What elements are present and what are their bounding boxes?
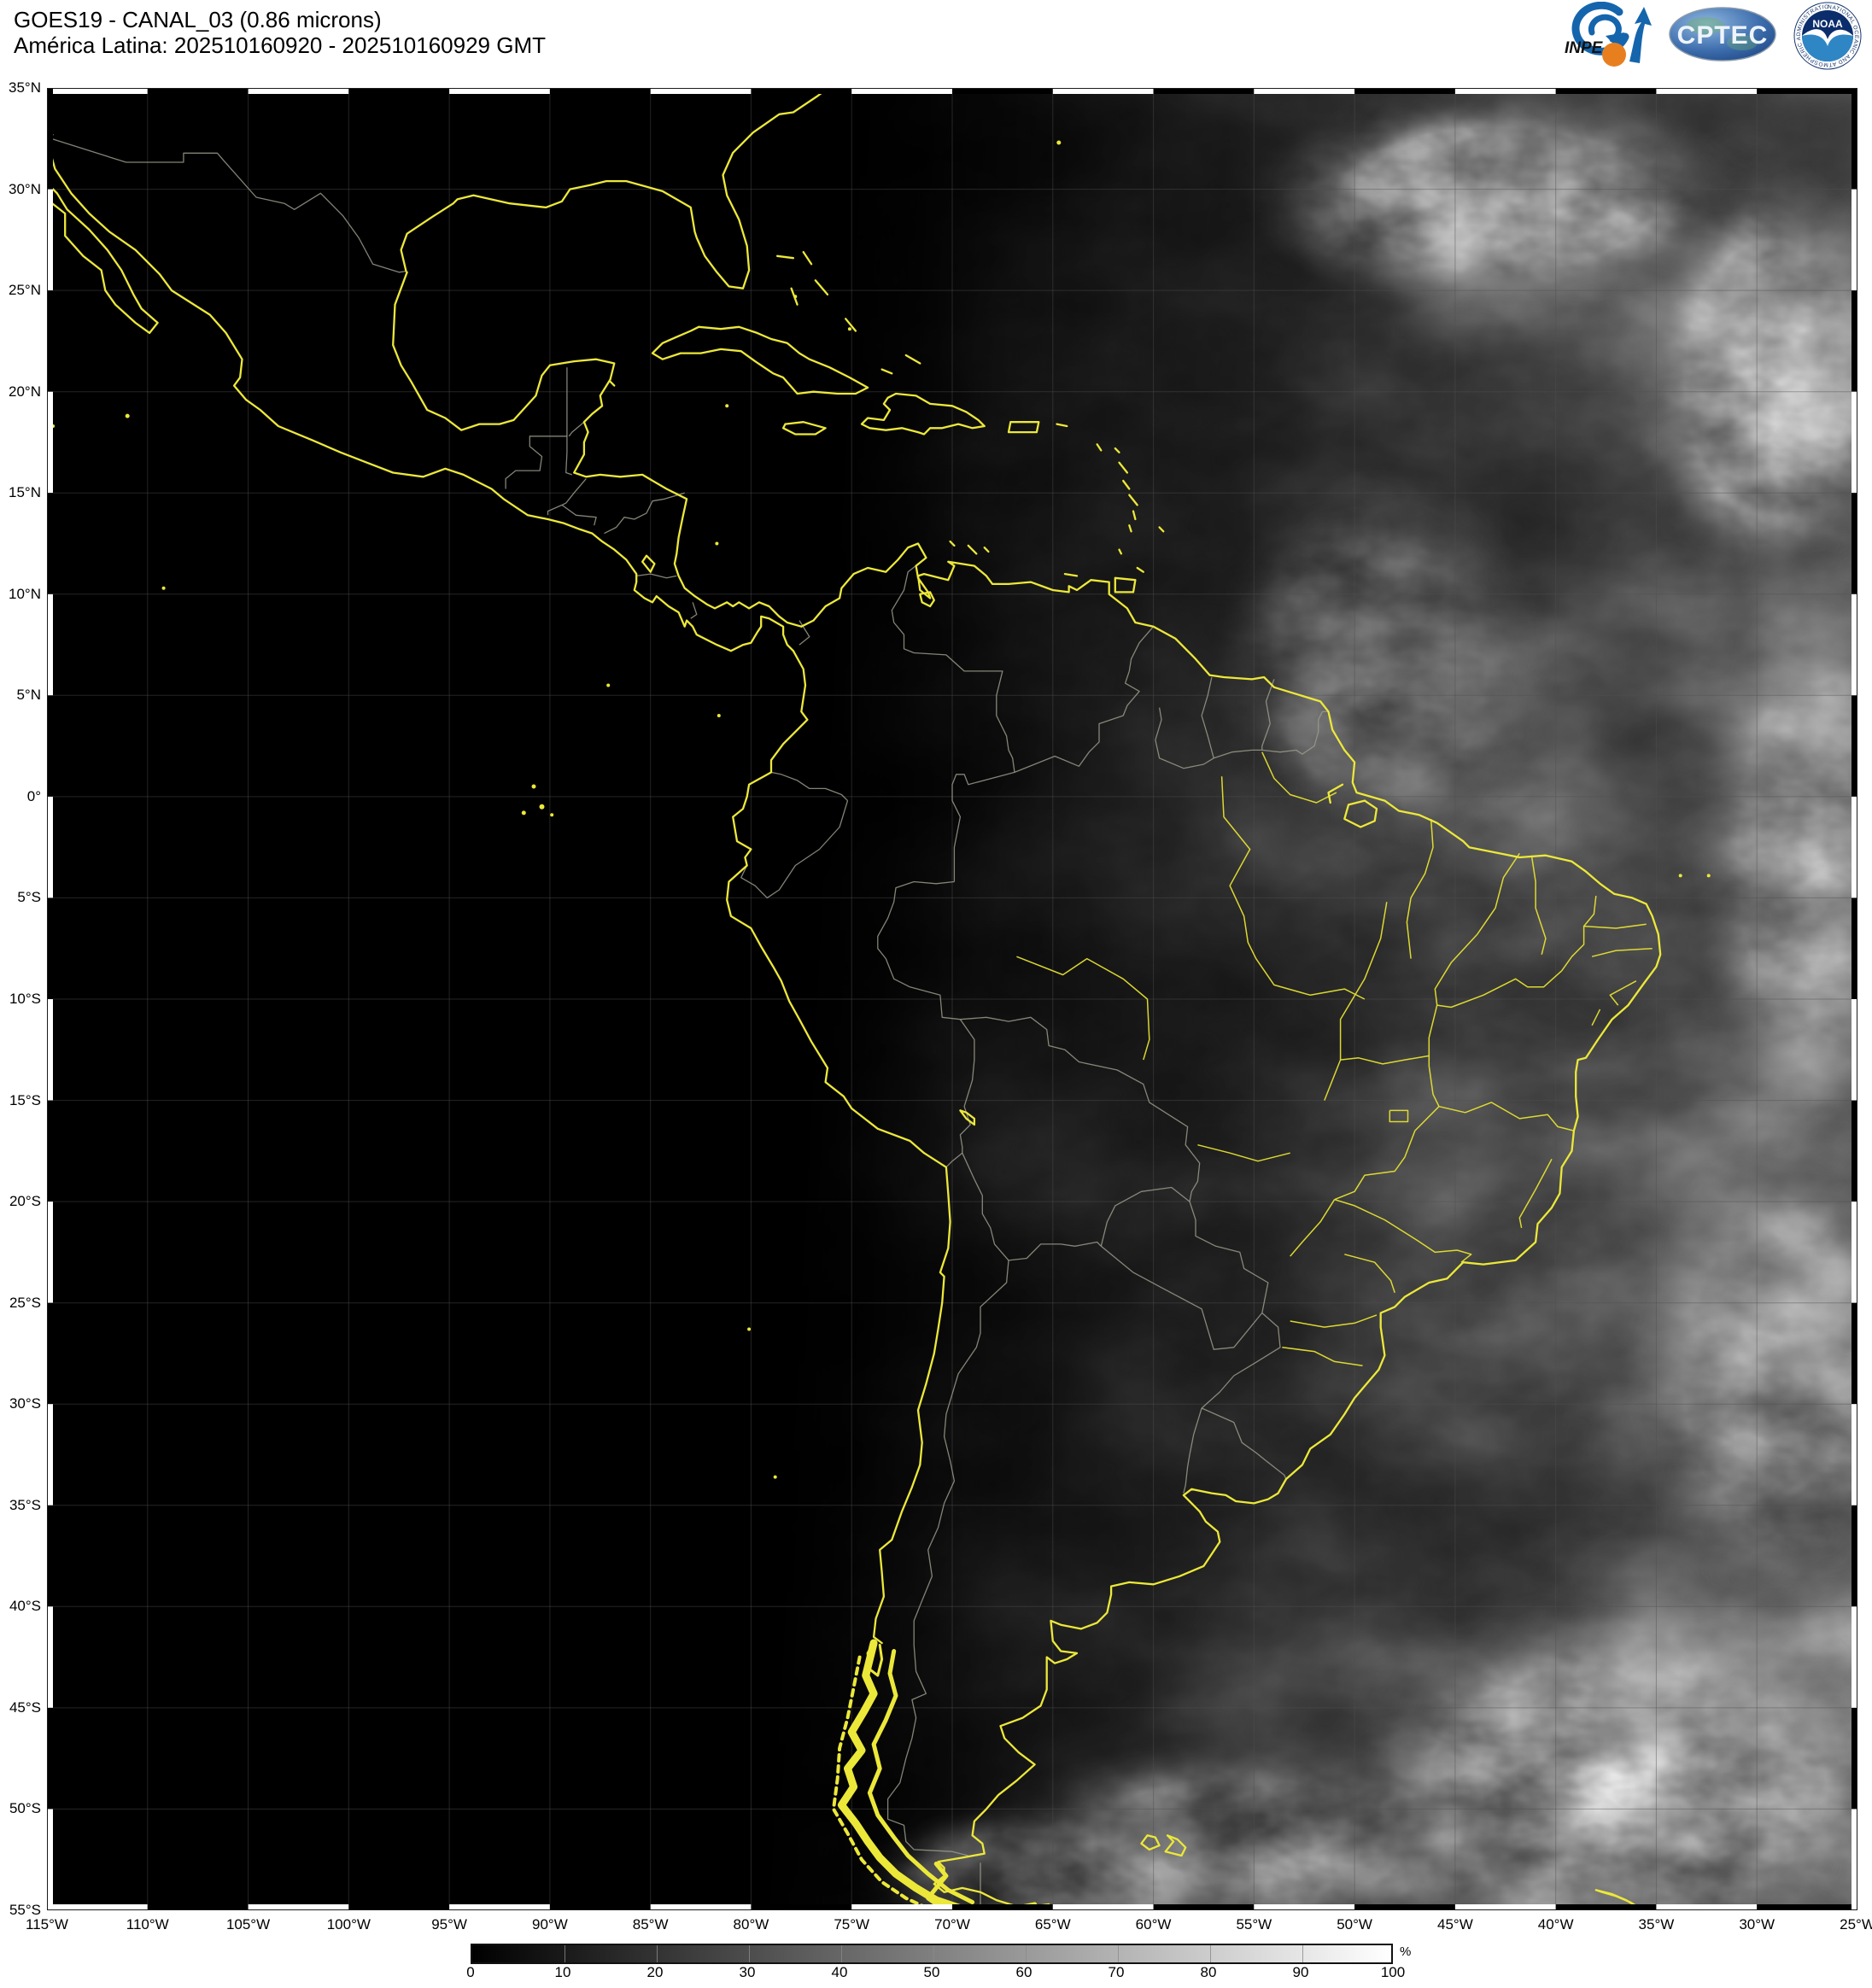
lat-label: 35°N	[9, 79, 41, 96]
logo-bar: INPE CPTEC NATIONAL OCEANIC AND ATMOSPHE…	[1559, 2, 1865, 70]
colorbar-gridline	[1210, 1945, 1211, 1962]
colorbar-gridline	[749, 1945, 750, 1962]
lon-label: 75°W	[834, 1916, 870, 1932]
lon-label: 55°W	[1236, 1916, 1272, 1932]
lat-label: 55°S	[9, 1902, 41, 1918]
lat-label: 10°N	[9, 585, 41, 602]
colorbar-gridline	[841, 1945, 842, 1962]
colorbar-gridline	[657, 1945, 658, 1962]
cloud-layer-bright	[47, 88, 1857, 1910]
lat-label: 5°N	[16, 687, 41, 704]
small-islands	[51, 140, 1711, 1479]
lon-label: 35°W	[1638, 1916, 1675, 1932]
lat-label: 50°S	[9, 1800, 41, 1817]
cptec-logo-icon: CPTEC	[1669, 7, 1776, 61]
map-frame-bands	[47, 88, 1857, 1910]
satellite-image-canvas	[47, 88, 1857, 1910]
coastlines	[47, 88, 1662, 1909]
lon-label: 90°W	[531, 1916, 568, 1932]
noaa-logo-icon: NATIONAL OCEANIC AND ATMOSPHERIC ADMINIS…	[1790, 2, 1862, 70]
lon-label: 60°W	[1135, 1916, 1172, 1932]
product-title: GOES19 - CANAL_03 (0.86 microns)	[14, 7, 382, 32]
colorbar-tick-label: 0	[466, 1964, 475, 1980]
colorbar-tick-label: 10	[554, 1964, 571, 1980]
lon-label: 95°W	[431, 1916, 467, 1932]
lat-label: 25°N	[9, 282, 41, 299]
lat-label: 25°S	[9, 1294, 41, 1311]
lat-label: 30°N	[9, 180, 41, 197]
lon-label: 40°W	[1537, 1916, 1574, 1932]
lat-label: 45°S	[9, 1699, 41, 1716]
colorbar-tick-label: 50	[923, 1964, 940, 1980]
colorbar-tick-label: 100	[1380, 1964, 1406, 1980]
reflectance-colorbar	[471, 1944, 1393, 1964]
lat-label: 10°S	[9, 991, 41, 1007]
colorbar-tick-label: 20	[646, 1964, 664, 1980]
colorbar-gridline	[933, 1945, 934, 1962]
lat-label: 20°S	[9, 1193, 41, 1210]
colorbar-tick-label: 90	[1292, 1964, 1309, 1980]
lon-label: 25°W	[1840, 1916, 1872, 1932]
colorbar-tick-label: 60	[1015, 1964, 1033, 1980]
lon-label: 65°W	[1034, 1916, 1071, 1932]
lat-label: 15°S	[9, 1091, 41, 1108]
lon-label: 105°W	[225, 1916, 271, 1932]
inpe-logo-icon: INPE	[1565, 2, 1652, 67]
colorbar-gridline	[1026, 1945, 1027, 1962]
lon-label: 115°W	[26, 1916, 68, 1932]
lat-label: 40°S	[9, 1598, 41, 1615]
lon-label: 70°W	[934, 1916, 970, 1932]
satellite-map	[47, 88, 1857, 1910]
colorbar-tick-label: 70	[1108, 1964, 1125, 1980]
lon-label: 110°W	[126, 1916, 169, 1932]
inpe-logo-text: INPE	[1565, 39, 1604, 57]
lat-label: 5°S	[17, 889, 41, 906]
colorbar-tick-label: 30	[739, 1964, 756, 1980]
noaa-logo-text: NOAA	[1812, 18, 1843, 30]
lat-label: 0°	[26, 787, 41, 804]
country-borders	[47, 133, 1329, 1909]
colorbar-tick-label: 80	[1200, 1964, 1217, 1980]
lon-label: 45°W	[1436, 1916, 1473, 1932]
colorbar-gridline	[1302, 1945, 1303, 1962]
map-frame-outline	[47, 88, 1857, 1910]
cptec-logo-text: CPTEC	[1677, 21, 1769, 50]
lat-label: 30°S	[9, 1395, 41, 1412]
lon-label: 85°W	[632, 1916, 669, 1932]
lon-label: 80°W	[733, 1916, 769, 1932]
graticule-grid	[47, 88, 1857, 1910]
product-subtitle-timerange: América Latina: 202510160920 - 202510160…	[14, 32, 546, 58]
lon-label: 100°W	[326, 1916, 371, 1932]
brazil-state-borders	[1016, 751, 1653, 1366]
lon-label: 30°W	[1739, 1916, 1775, 1932]
lon-label: 50°W	[1337, 1916, 1372, 1932]
lat-label: 35°S	[9, 1496, 41, 1513]
lat-label: 20°N	[9, 383, 41, 400]
lat-label: 15°N	[9, 484, 41, 501]
colorbar-tick-label: 40	[831, 1964, 848, 1980]
colorbar-gridline	[1118, 1945, 1119, 1962]
colorbar-unit-label: %	[1400, 1944, 1412, 1959]
